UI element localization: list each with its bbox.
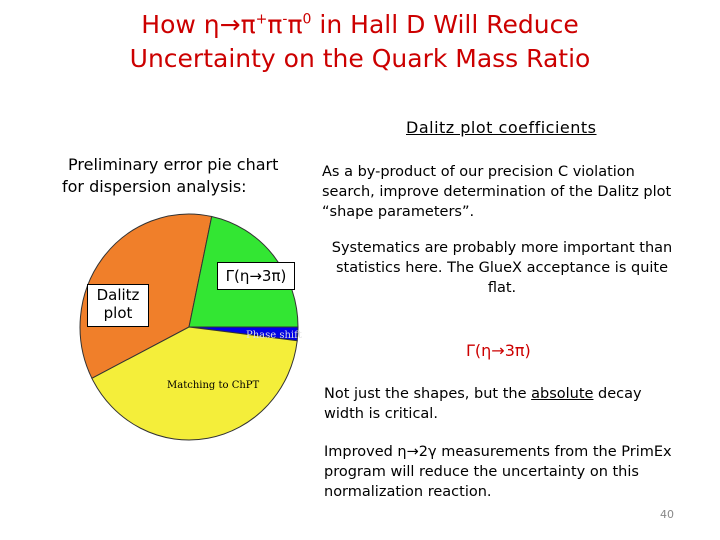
paragraph-absolute-width: Not just the shapes, but the absolute de… <box>324 386 642 422</box>
paragraph-primex: Improved η→2γ measurements from the Prim… <box>324 444 672 500</box>
page-number: 40 <box>660 508 674 521</box>
gamma-heading: Γ(η→3π) <box>466 341 531 360</box>
paragraph-byproduct: As a by-product of our precision C viola… <box>322 164 672 220</box>
label-dalitz-plot: Dalitz plot <box>87 284 149 327</box>
slide-title: How η→π+π-π0 in Hall D Will Reduce Uncer… <box>60 8 660 76</box>
pie-slice-matching-chpt <box>91 326 298 441</box>
label-gamma: Γ(η→3π) <box>217 262 295 290</box>
pie-caption-line-1: Preliminary error pie chart <box>68 155 279 174</box>
paragraph-systematics: Systematics are probably more important … <box>331 240 673 296</box>
pie-caption-line-2: for dispersion analysis: <box>62 177 247 196</box>
label-phase-shift: Phase shift <box>246 330 302 341</box>
title-line-2: Uncertainty on the Quark Mass Ratio <box>129 44 591 73</box>
label-matching-chpt: Matching to ChPT <box>167 380 260 391</box>
dalitz-heading: Dalitz plot coefficients <box>406 118 597 137</box>
title-line-1: How η→π+π-π0 in Hall D Will Reduce <box>141 10 579 39</box>
pie-caption: Preliminary error pie chart for dispersi… <box>62 154 322 198</box>
